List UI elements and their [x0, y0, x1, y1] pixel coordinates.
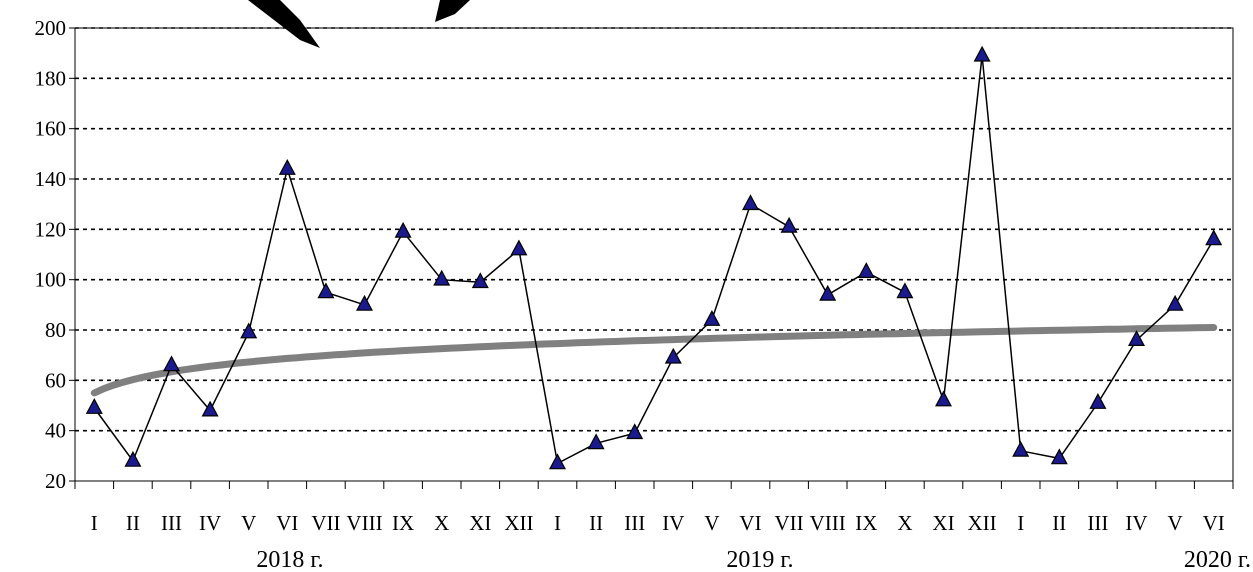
x-tick-label: V	[241, 511, 256, 535]
data-series	[85, 45, 1223, 470]
x-tick-label: IV	[662, 511, 684, 535]
data-point-marker	[85, 398, 103, 414]
data-point-marker	[896, 282, 914, 299]
x-tick-label: XI	[469, 511, 491, 535]
data-point-marker	[626, 423, 644, 440]
plot-frame	[74, 27, 1234, 482]
year-label: 2019 г.	[726, 547, 793, 572]
y-tick-label: 60	[45, 368, 66, 392]
data-point-marker	[278, 159, 296, 175]
y-tick-label: 80	[45, 318, 66, 342]
year-labels: 2018 г. 2019 г. 2020 г.	[256, 547, 1251, 572]
y-tick-label: 160	[35, 117, 67, 141]
data-point-marker	[1166, 294, 1184, 311]
data-point-marker	[780, 216, 798, 233]
x-tick-label: II	[589, 511, 603, 535]
data-point-marker	[664, 347, 682, 364]
data-point-marker	[703, 310, 721, 326]
y-tick-label: 20	[45, 469, 66, 493]
data-point-marker	[1089, 393, 1107, 409]
data-point-marker	[934, 390, 953, 407]
data-point-marker	[201, 400, 219, 417]
data-point-marker	[1205, 229, 1223, 246]
data-point-marker	[394, 221, 412, 238]
x-tick-label: X	[897, 511, 912, 535]
y-axis-ticks: 20 40 60 80 100 120 140 160 180 200	[35, 16, 75, 493]
x-tick-label: IV	[199, 511, 221, 535]
y-tick-label: 140	[35, 167, 67, 191]
x-tick-label: III	[1087, 511, 1108, 535]
x-tick-label: IX	[855, 511, 877, 535]
watermark-stroke	[435, 0, 470, 22]
x-tick-label: VI	[1203, 511, 1225, 535]
y-tick-label: 120	[35, 217, 67, 241]
x-tick-label: I	[1017, 511, 1024, 535]
year-label: 2020 г.	[1184, 547, 1251, 572]
x-tick-label: I	[91, 511, 98, 535]
data-point-marker	[741, 194, 760, 211]
x-tick-label: XI	[932, 511, 954, 535]
data-point-marker	[1050, 448, 1068, 465]
axes	[74, 0, 1234, 482]
data-point-marker	[548, 453, 567, 470]
x-tick-label: VI	[276, 511, 298, 535]
x-tick-label: V	[704, 511, 719, 535]
x-tick-label: X	[434, 511, 449, 535]
x-tick-label: I	[554, 511, 561, 535]
data-point-marker	[471, 272, 489, 289]
x-tick-label: V	[1168, 511, 1183, 535]
x-tick-label: IV	[1125, 511, 1147, 535]
x-axis-ticks: I II III IV V VI VII VIII IX X XI XII I II III IV V VI VII…	[74, 481, 1234, 535]
y-tick-label: 200	[35, 16, 67, 40]
data-point-marker	[510, 239, 528, 256]
data-point-marker	[162, 355, 181, 372]
x-tick-label: VI	[739, 511, 761, 535]
year-label: 2018 г.	[256, 547, 323, 572]
trend-curve	[90, 324, 1218, 397]
data-point-marker	[587, 433, 605, 450]
data-point-marker	[317, 282, 335, 299]
x-tick-label: II	[1052, 511, 1066, 535]
series-line	[93, 55, 1215, 465]
x-tick-label: III	[624, 511, 645, 535]
data-point-marker	[124, 450, 142, 467]
y-tick-label: 100	[35, 268, 67, 292]
x-tick-label: VII	[775, 511, 804, 535]
x-tick-label: VIII	[346, 511, 382, 535]
x-tick-label: III	[161, 511, 182, 535]
x-tick-label: XII	[968, 511, 997, 535]
data-point-marker	[433, 269, 451, 286]
data-point-marker	[240, 322, 258, 339]
x-tick-label: XII	[504, 511, 533, 535]
grid-lines	[75, 27, 1233, 432]
trend-line	[90, 324, 1218, 397]
data-point-marker	[1012, 440, 1030, 457]
data-point-marker	[973, 45, 991, 62]
y-tick-label: 180	[35, 66, 67, 90]
data-point-marker	[355, 294, 374, 311]
data-point-marker	[1127, 330, 1146, 346]
data-point-marker	[857, 262, 875, 278]
x-tick-label: VIII	[810, 511, 846, 535]
x-tick-label: IX	[392, 511, 414, 535]
x-tick-label: VII	[311, 511, 340, 535]
y-tick-label: 40	[45, 419, 66, 443]
data-point-marker	[819, 284, 837, 301]
watermark-stroke	[248, 0, 320, 48]
x-tick-label: II	[126, 511, 140, 535]
